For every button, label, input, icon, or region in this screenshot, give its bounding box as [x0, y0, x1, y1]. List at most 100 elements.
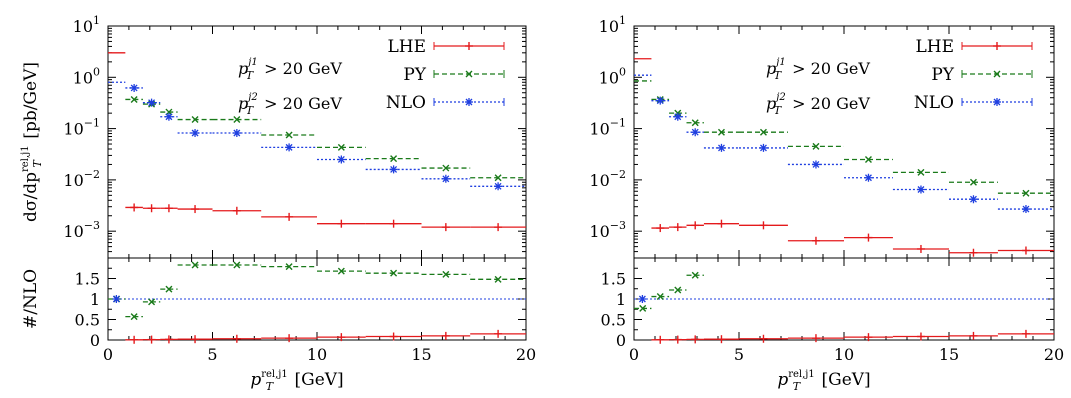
- x-tick-label: 10: [834, 345, 854, 364]
- legend-label-lhe: LHE: [387, 37, 426, 57]
- y-tick-label: 101: [73, 14, 100, 36]
- marker-nlo: [389, 165, 398, 174]
- marker-py: [442, 164, 450, 172]
- y-tick-label: 10−1: [589, 117, 626, 139]
- marker-py: [285, 263, 293, 271]
- marker-nlo: [337, 155, 346, 164]
- ratio-y-axis-title: #/NLO: [21, 269, 41, 329]
- marker-nlo: [147, 98, 156, 107]
- marker-py: [691, 119, 699, 127]
- series-lhe: [108, 52, 526, 232]
- marker-legend-nlo: [993, 98, 1001, 106]
- legend-label-nlo: NLO: [914, 93, 954, 113]
- y-tick-label: 10−2: [589, 168, 626, 190]
- cut-annotation: pj2 T > 20 GeV: [238, 92, 342, 117]
- marker-py: [812, 142, 820, 150]
- x-tick-label: 0: [629, 345, 639, 364]
- marker-py: [165, 285, 173, 293]
- marker-nlo: [656, 96, 665, 105]
- x-tick-label: 15: [411, 345, 431, 364]
- legend-label-py: PY: [931, 65, 954, 85]
- legend-label-py: PY: [403, 65, 426, 85]
- ratio-y-tick-label: 0.5: [75, 311, 100, 330]
- y-tick-label: 10−1: [63, 117, 100, 139]
- panel-left: 10−3 10−2 10−1 100 101 00.5 11.5 0 5 10 15 20 prel,j…: [20, 14, 536, 393]
- marker-py: [759, 128, 767, 136]
- marker-legend-nlo: [465, 98, 473, 106]
- legend-label-nlo: NLO: [386, 93, 426, 113]
- marker-nlo: [285, 143, 294, 152]
- marker-nlo: [441, 174, 450, 183]
- marker-legend-py: [993, 70, 1001, 78]
- x-tick-label: 0: [103, 345, 113, 364]
- marker-nlo: [717, 143, 726, 152]
- marker-py: [494, 275, 502, 283]
- series-nlo: [108, 81, 526, 191]
- x-tick-label: 15: [939, 345, 959, 364]
- marker-py: [285, 131, 293, 139]
- ratio-series-lhe: [125, 329, 526, 344]
- ratio-y-tick-label: 1: [616, 290, 626, 309]
- cut-annotation: pj1 T > 20 GeV: [238, 57, 342, 82]
- marker-py: [148, 298, 156, 306]
- ratio-y-tick-label: 0: [616, 331, 626, 350]
- series-nlo: [634, 74, 1054, 214]
- marker-py: [864, 155, 872, 163]
- x-tick-label: 20: [516, 345, 536, 364]
- marker-nlo: [494, 182, 503, 191]
- cut-annotation: pj2 T > 20 GeV: [766, 92, 870, 117]
- marker-py: [969, 178, 977, 186]
- marker-py: [639, 304, 647, 312]
- x-tick-label: 5: [207, 345, 217, 364]
- legend-label-lhe: LHE: [915, 37, 954, 57]
- y-tick-label: 100: [73, 65, 100, 87]
- marker-nlo: [232, 129, 241, 138]
- marker-py: [494, 174, 502, 182]
- x-axis-title: prel,j1 T [GeV]: [250, 369, 343, 393]
- marker-nlo: [1021, 205, 1030, 214]
- marker-py: [191, 116, 199, 124]
- marker-py: [390, 269, 398, 277]
- marker-nlo: [916, 185, 925, 194]
- ratio-series-lhe: [651, 329, 1054, 344]
- marker-nlo-ratio: [112, 295, 121, 303]
- y-tick-label: 100: [599, 65, 626, 87]
- ratio-y-tick-label: 1.5: [601, 270, 626, 289]
- marker-py: [674, 286, 682, 294]
- ratio-y-tick-label: 1: [90, 290, 100, 309]
- marker-nlo: [673, 112, 682, 121]
- marker-nlo: [811, 160, 820, 169]
- panel-right: 10−3 10−2 10−1 100 101 00.5 11.5 0 5 10 15 20 prel,j…: [589, 14, 1064, 393]
- marker-py: [917, 168, 925, 176]
- marker-py: [130, 313, 138, 321]
- marker-py: [337, 143, 345, 151]
- marker-nlo: [691, 128, 700, 137]
- marker-nlo: [164, 112, 173, 121]
- marker-py: [233, 116, 241, 124]
- marker-nlo: [759, 143, 768, 152]
- marker-py: [390, 155, 398, 163]
- x-tick-label: 20: [1044, 345, 1064, 364]
- marker-py: [233, 261, 241, 269]
- marker-nlo: [130, 83, 139, 92]
- ratio-series-py: [634, 271, 704, 312]
- ratio-series-py: [108, 261, 526, 321]
- marker-py: [1022, 189, 1030, 197]
- y-tick-label: 10−3: [63, 219, 100, 241]
- cut-annotation: pj1 T > 20 GeV: [766, 57, 870, 82]
- marker-py: [337, 267, 345, 275]
- ratio-y-tick-label: 0: [90, 331, 100, 350]
- marker-py: [191, 261, 199, 269]
- x-tick-label: 10: [307, 345, 327, 364]
- marker-nlo-ratio: [638, 295, 647, 303]
- marker-py: [130, 95, 138, 103]
- y-tick-label: 101: [599, 14, 626, 36]
- marker-py: [442, 270, 450, 278]
- x-axis-title: prel,j1 T [GeV]: [777, 369, 870, 393]
- y-tick-label: 10−3: [589, 219, 626, 241]
- marker-nlo: [864, 173, 873, 182]
- ratio-y-tick-label: 1.5: [75, 270, 100, 289]
- ratio-y-tick-label: 0.5: [601, 311, 626, 330]
- series-lhe: [634, 58, 1054, 257]
